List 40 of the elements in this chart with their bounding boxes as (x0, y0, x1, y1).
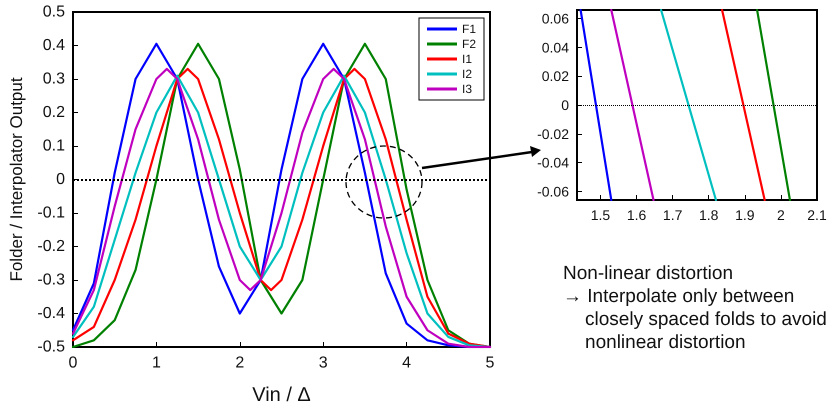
y-tick-label: 0.3 (42, 70, 66, 88)
y-tick-label: -0.02 (537, 126, 570, 142)
text: → Interpolate only between closely spaced folds to avoid nonlinear distortion (563, 285, 828, 354)
legend-label: F1 (462, 22, 476, 36)
y-axis-title: Folder / Interpolator Output (7, 77, 26, 282)
y-tick-label: 0.2 (42, 104, 66, 121)
legend-label: F2 (462, 37, 476, 51)
x-tick-label: 0 (68, 354, 78, 372)
y-tick-label: -0.04 (537, 154, 570, 171)
y-tick-label: 0 (56, 171, 66, 188)
y-tick-label: 0.1 (42, 138, 66, 154)
y-tick-label: 0.04 (542, 39, 570, 56)
x-tick-label: 2 (235, 354, 244, 372)
y-tick-label: -0.4 (37, 305, 66, 322)
x-tick-label: 1.8 (698, 207, 719, 223)
y-tick-label: -0.3 (37, 272, 66, 288)
x-tick-label: 1.7 (662, 207, 683, 223)
x-axis-title: Vin / Δ (252, 384, 311, 406)
x-tick-label: 4 (402, 354, 412, 372)
y-tick-label: -0.5 (37, 338, 66, 356)
legend-label: I1 (462, 52, 472, 66)
legend-label: I3 (462, 82, 472, 96)
x-tick-label: 1 (152, 354, 161, 372)
legend-label: I2 (462, 67, 472, 81)
x-tick-label: 2.1 (807, 207, 827, 223)
x-tick-label: 2 (777, 207, 786, 223)
x-tick-label: 1.9 (735, 207, 755, 223)
y-tick-label: 0.5 (42, 4, 66, 20)
y-tick-label: -0.1 (37, 204, 66, 222)
y-tick-label: 0.02 (542, 68, 570, 84)
y-tick-label: 0 (561, 97, 570, 113)
x-tick-label: 3 (318, 354, 328, 372)
y-tick-label: -0.06 (537, 183, 570, 200)
y-tick-label: 0.4 (42, 37, 66, 54)
y-tick-label: -0.2 (37, 238, 66, 255)
x-tick-label: 1.6 (626, 207, 646, 223)
x-tick-label: 1.5 (590, 207, 610, 223)
x-tick-label: 5 (486, 354, 495, 372)
text: Non-linear distortion (563, 262, 734, 285)
y-tick-label: 0.06 (542, 10, 570, 27)
